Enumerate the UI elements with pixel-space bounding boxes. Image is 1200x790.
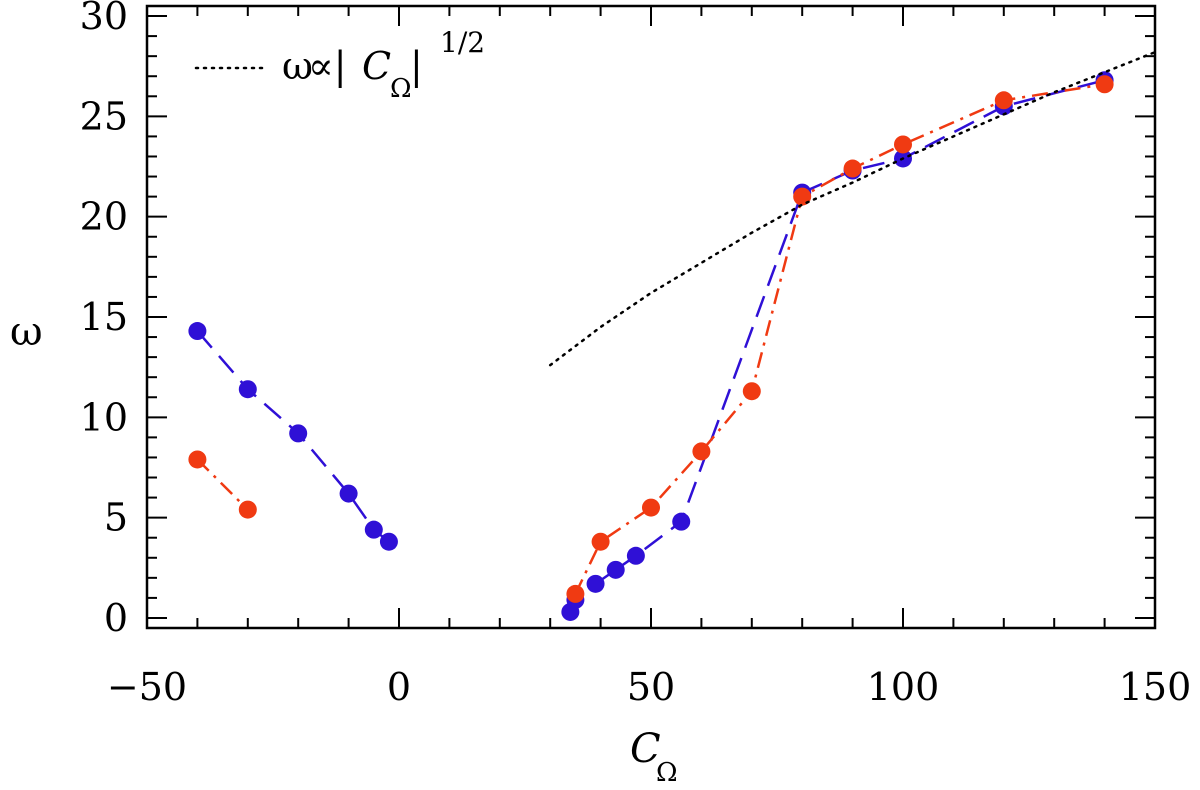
data-point	[672, 512, 691, 531]
x-tick-label: 0	[387, 665, 411, 709]
data-point	[642, 498, 660, 517]
y-tick-label: 0	[104, 596, 128, 640]
data-point	[843, 159, 862, 178]
legend-subscript: Ω	[390, 74, 412, 104]
data-point	[606, 560, 625, 579]
x-tick-label: 150	[1119, 665, 1192, 709]
series-0	[188, 71, 1114, 621]
legend: ω ∝| C Ω | 1/2	[194, 26, 485, 104]
data-point	[591, 532, 610, 551]
series-line	[574, 83, 1105, 595]
y-tick-label: 15	[80, 295, 128, 339]
data-point	[379, 532, 398, 551]
x-tick-label: 100	[867, 665, 940, 709]
data-point	[742, 382, 761, 401]
series-1	[188, 75, 1114, 603]
data-point	[626, 546, 645, 565]
y-tick-label: 25	[80, 94, 128, 138]
x-axis-label-subscript: Ω	[656, 758, 678, 788]
legend-omega: ω	[282, 44, 313, 88]
data-point	[289, 424, 308, 443]
data-point	[566, 584, 585, 603]
data-point	[339, 484, 358, 503]
data-point	[238, 500, 257, 519]
data-point	[188, 322, 207, 341]
legend-bar: |	[410, 44, 423, 88]
x-axis-label: C	[630, 726, 661, 772]
x-tick-label: −50	[107, 665, 187, 709]
tick-layer: −50 0 50 100 150 0 5 10 15 20 25 30	[80, 0, 1192, 709]
data-point	[894, 135, 912, 154]
y-tick-label: 5	[104, 496, 128, 540]
data-point	[188, 450, 207, 469]
y-tick-label: 10	[80, 395, 128, 439]
data-point	[692, 442, 711, 461]
legend-proportional: ∝|	[308, 44, 347, 88]
data-point	[586, 574, 605, 593]
data-point	[1095, 75, 1114, 94]
series-2	[548, 50, 1157, 367]
data-point	[364, 520, 383, 539]
series-layer	[188, 50, 1157, 621]
y-tick-label: 20	[80, 195, 128, 239]
data-point	[994, 91, 1013, 110]
data-point	[793, 187, 812, 206]
legend-exponent: 1/2	[440, 26, 485, 59]
series-line	[196, 458, 249, 511]
x-tick-label: 50	[627, 665, 675, 709]
legend-c: C	[362, 44, 391, 88]
y-axis-label: ω	[10, 309, 43, 355]
y-tick-label: 30	[80, 0, 128, 38]
data-point	[238, 380, 257, 399]
fit-line	[548, 50, 1157, 367]
series-line	[569, 79, 1105, 613]
